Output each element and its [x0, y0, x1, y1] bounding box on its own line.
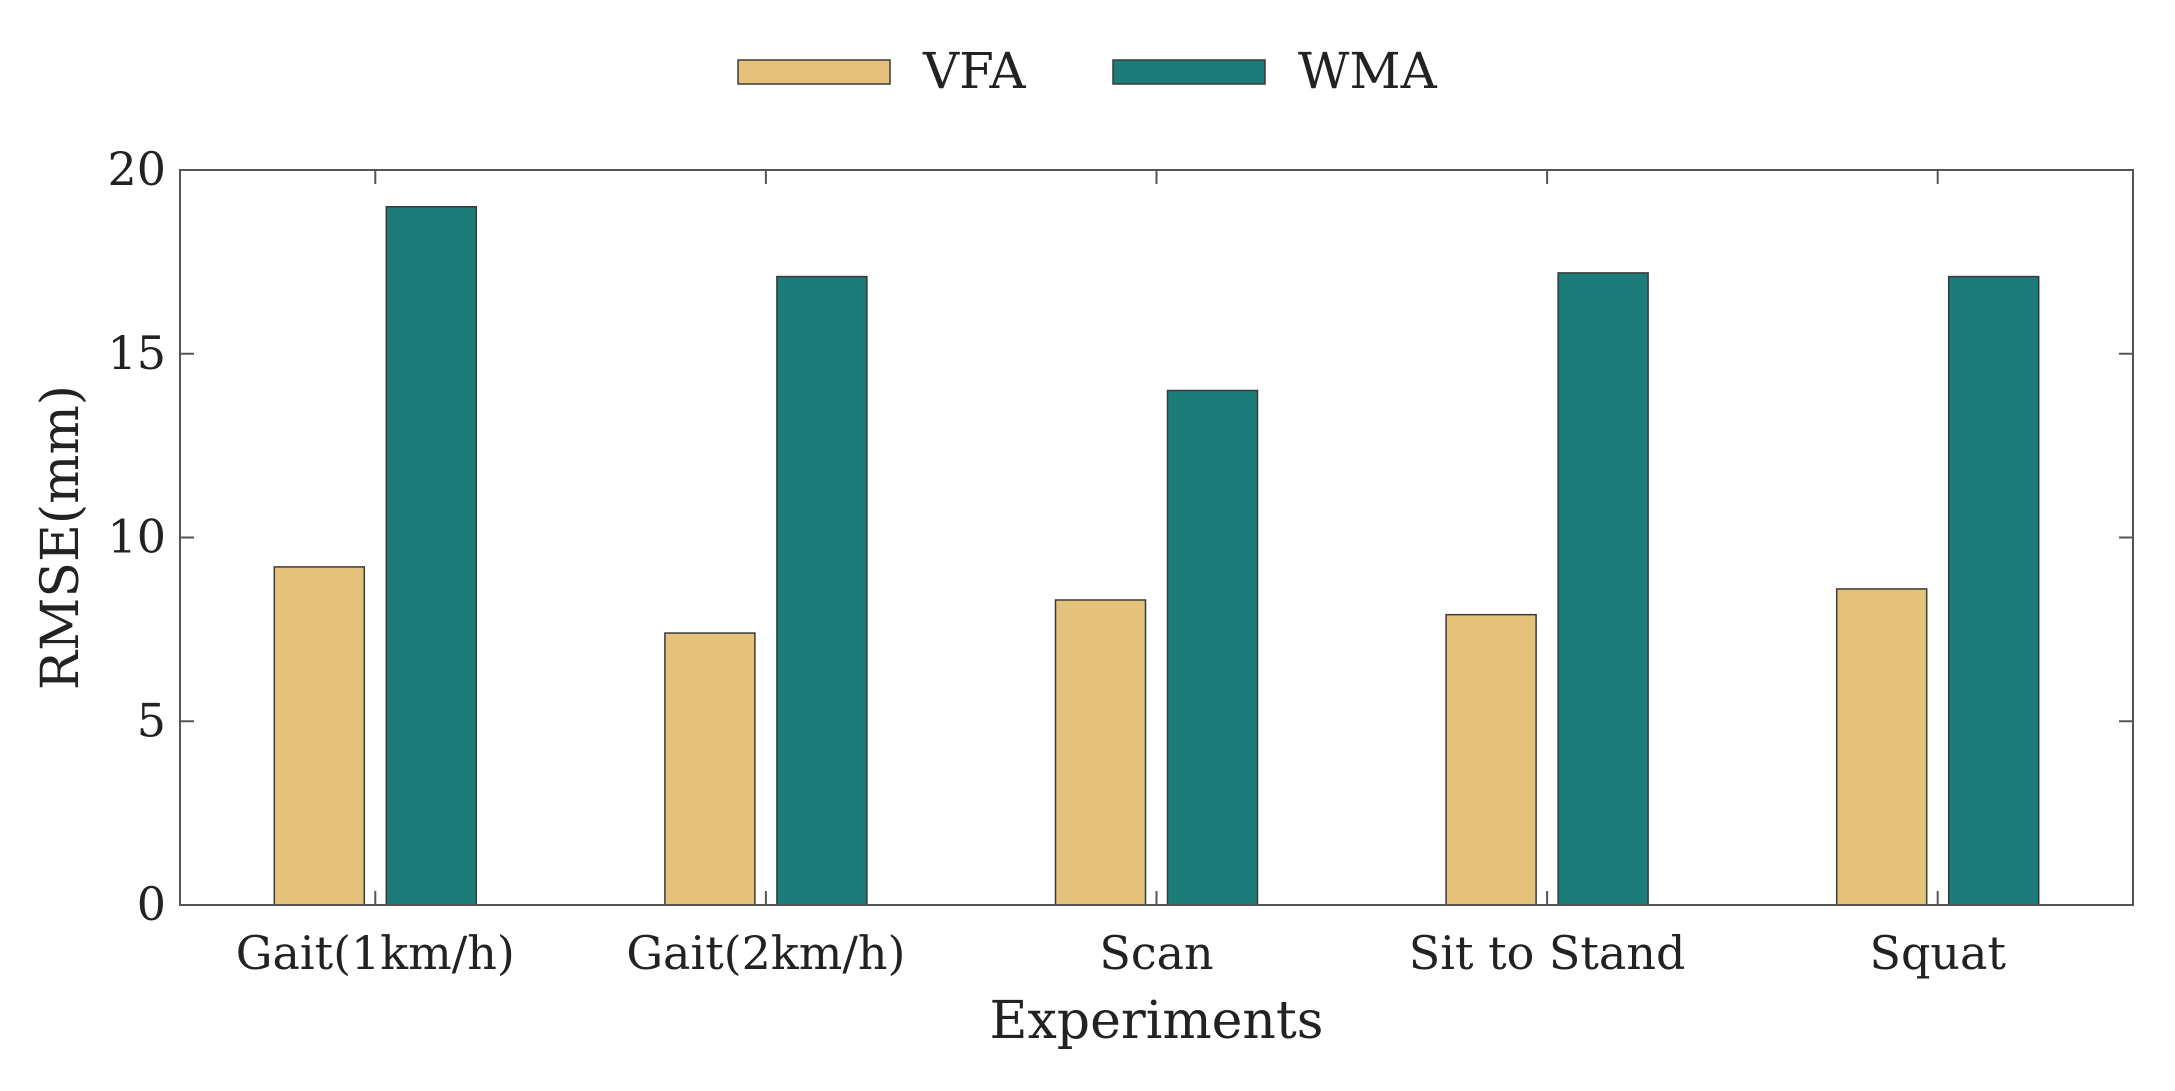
bar-vfa [664, 632, 756, 906]
bar-wma [1947, 275, 2040, 906]
y-tick-label: 20 [107, 142, 166, 196]
bar-vfa [273, 566, 366, 906]
y-axis-title: RMSE(mm) [31, 385, 91, 690]
bar-wma [1166, 389, 1259, 906]
x-tick-label: Squat [1869, 926, 2006, 980]
x-axis: Gait(1km/h) Gait(2km/h) Scan Sit to Stand Sq… [236, 170, 2006, 980]
bar-vfa [1445, 613, 1537, 906]
y-axis: 0 5 10 15 20 [107, 142, 2133, 931]
bar-wma [385, 206, 478, 906]
bar-vfa [1054, 599, 1147, 906]
y-tick-label: 10 [107, 510, 166, 564]
x-tick-label: Sit to Stand [1409, 926, 1686, 980]
legend-label-vfa: VFA [922, 42, 1026, 100]
bars-group [273, 206, 2040, 906]
bar-vfa [1835, 588, 1928, 906]
legend-swatch-vfa [737, 59, 891, 85]
x-axis-title: Experiments [990, 991, 1324, 1051]
legend-label-wma: WMA [1298, 42, 1438, 100]
legend: VFA WMA [737, 42, 1438, 100]
y-tick-label: 5 [137, 693, 166, 747]
y-tick-label: 0 [137, 877, 166, 931]
bar-wma [1557, 272, 1649, 906]
y-tick-label: 15 [107, 326, 166, 380]
bar-wma [776, 275, 868, 906]
x-tick-label: Scan [1099, 926, 1213, 980]
x-tick-label: Gait(2km/h) [626, 926, 905, 980]
legend-swatch-wma [1112, 59, 1266, 85]
x-tick-label: Gait(1km/h) [236, 926, 515, 980]
